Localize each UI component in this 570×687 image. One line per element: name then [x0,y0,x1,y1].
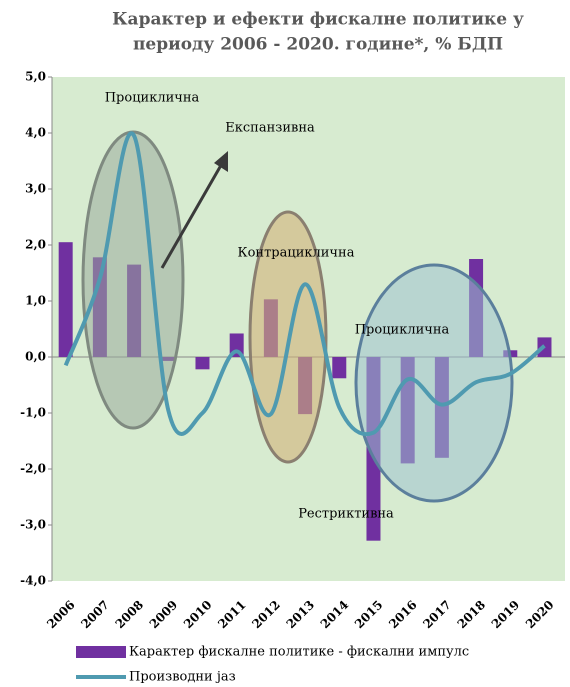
chart-title: периоду 2006 - 2020. године*, % БДП [133,35,503,55]
ellipse [354,263,514,503]
x-tick-label: 2016 [386,598,420,632]
annotation: Проциклична [355,323,450,338]
y-tick-label: 2,0 [25,238,46,252]
x-tick-label: 2006 [44,598,78,632]
x-tick-label: 2018 [455,598,489,632]
x-tick-label: 2015 [352,598,386,632]
arrow-head [214,151,228,172]
bar [58,242,73,357]
x-tick-label: 2013 [284,598,318,632]
y-tick-label: 3,0 [25,182,46,196]
y-tick-label: -3,0 [20,518,46,532]
y-tick-label: -1,0 [20,406,46,420]
annotation: Рестриктивна [298,507,394,522]
y-tick-label: 0,0 [25,350,46,364]
y-tick-label: 4,0 [25,126,46,140]
x-tick-label: 2014 [318,598,352,632]
x-tick-label: 2008 [113,598,147,632]
annotation: Контрациклична [238,246,355,261]
y-tick-label: -2,0 [20,462,46,476]
bar [195,357,210,370]
annotation: Експанзивна [225,121,315,136]
legend-label: Производни јаз [129,670,236,685]
arrow [160,159,226,269]
x-tick-label: 2020 [523,598,557,632]
x-tick-label: 2009 [147,598,181,632]
line [63,131,546,437]
x-tick-label: 2010 [181,598,215,632]
chart-title: Карактер и ефекти фискалне политике у [112,10,524,30]
y-tick-label: -4,0 [20,574,46,588]
x-tick-label: 2017 [420,598,454,632]
x-tick-label: 2007 [78,598,112,632]
x-tick-label: 2011 [215,598,249,632]
annotation: Проциклична [105,91,200,106]
legend-label: Карактер фискалне политике - фискални им… [129,645,469,660]
y-tick-label: 1,0 [25,294,46,308]
y-tick-label: 5,0 [25,70,46,84]
x-tick-label: 2019 [489,598,523,632]
x-tick-label: 2012 [249,598,283,632]
bar [332,357,347,379]
legend-swatch [76,646,126,658]
